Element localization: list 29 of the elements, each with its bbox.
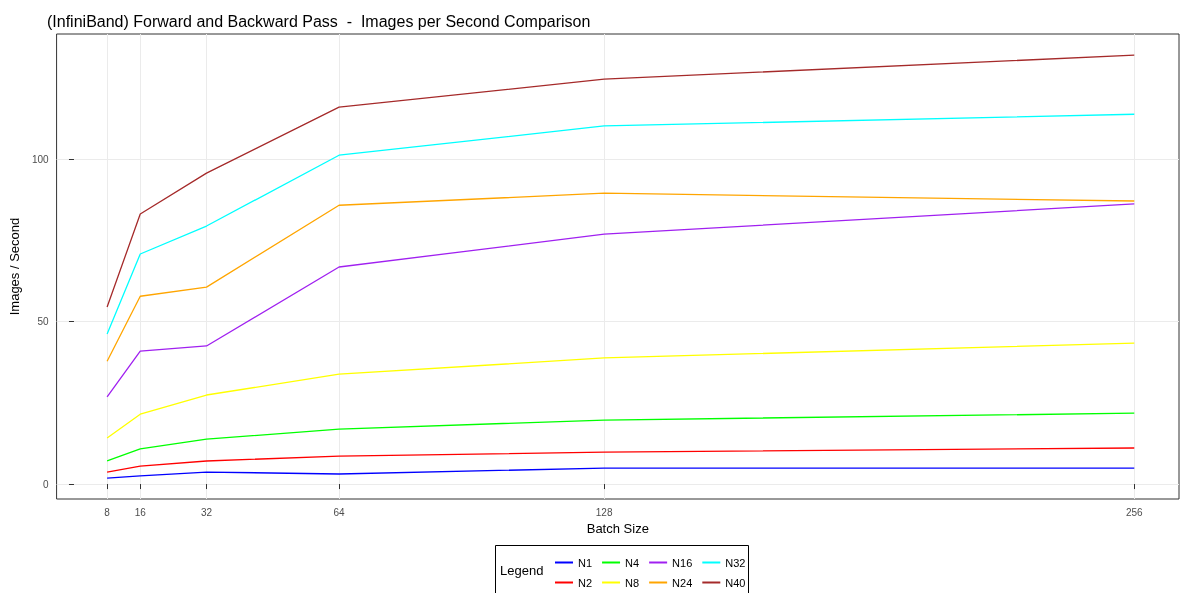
legend-label: N8 xyxy=(625,576,640,589)
line-series xyxy=(106,447,1135,473)
legend-label: N40 xyxy=(725,576,746,589)
line-series xyxy=(106,342,1135,439)
line-series xyxy=(106,54,1135,308)
y-tick-label: 100 xyxy=(31,153,50,165)
legend-label: N2 xyxy=(578,576,593,589)
legend-label: N32 xyxy=(725,556,746,569)
y-axis-title: Images / Second xyxy=(7,217,22,316)
line-series xyxy=(106,412,1135,462)
legend-label: N16 xyxy=(672,556,693,569)
line-series xyxy=(106,203,1135,398)
y-tick-label: 0 xyxy=(43,478,50,490)
x-axis-title: Batch Size xyxy=(586,520,649,536)
x-tick-label: 32 xyxy=(200,506,213,518)
line-series xyxy=(106,113,1135,335)
x-tick-label: 8 xyxy=(104,506,111,518)
legend-title: Legend xyxy=(500,563,544,578)
x-tick-label: 16 xyxy=(134,506,147,518)
x-tick-label: 256 xyxy=(1125,506,1144,518)
x-tick-label: 64 xyxy=(333,506,346,518)
legend-label: N4 xyxy=(625,556,640,569)
chart-title: (InfiniBand) Forward and Backward Pass - Images per Second Comparison xyxy=(47,12,591,30)
x-tick-label: 128 xyxy=(595,506,613,518)
line-series xyxy=(106,192,1135,362)
line-series xyxy=(106,467,1135,479)
legend-label: N1 xyxy=(578,556,593,569)
legend-label: N24 xyxy=(672,576,693,589)
y-tick-label: 50 xyxy=(37,316,50,328)
